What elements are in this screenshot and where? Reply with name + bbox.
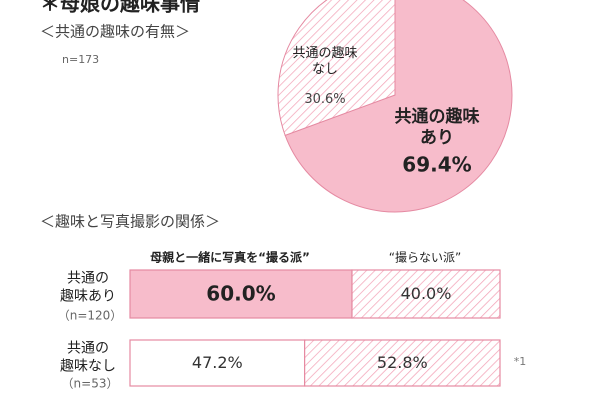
bar-value: 47.2%: [191, 353, 243, 372]
pie-slice: [277, 0, 396, 136]
bar-value: 40.0%: [400, 284, 452, 303]
bar-segment: [129, 269, 353, 319]
slice-label: 共通の趣味 あり: [394, 106, 480, 148]
legend-label: “撮らない派”: [388, 250, 462, 265]
bar-value: 52.8%: [376, 353, 428, 372]
slice-value: 30.6%: [304, 91, 346, 107]
legend-label: 母親と一緒に写真を“撮る派”: [150, 250, 310, 265]
category-note: （n=53）: [61, 376, 119, 391]
subtitle: ＜趣味と写真撮影の関係＞: [40, 212, 221, 231]
pie-slice: [284, 0, 513, 213]
page-title: ＊母娘の趣味事情: [40, 0, 200, 16]
sample-size: n=173: [62, 53, 100, 67]
slice-value: 69.4%: [402, 152, 472, 177]
subtitle: ＜共通の趣味の有無＞: [40, 22, 191, 41]
bar-segment: [129, 339, 306, 387]
slice-label: 共通の趣味 なし: [292, 45, 358, 77]
bar-segment: [304, 339, 501, 387]
bar-value: 60.0%: [206, 281, 276, 306]
bar-segment: [351, 269, 501, 319]
footnote: *1: [513, 355, 527, 369]
category-note: （n=120）: [57, 308, 123, 323]
category-label: 共通の 趣味なし: [60, 340, 116, 375]
category-label: 共通の 趣味あり: [60, 270, 116, 305]
